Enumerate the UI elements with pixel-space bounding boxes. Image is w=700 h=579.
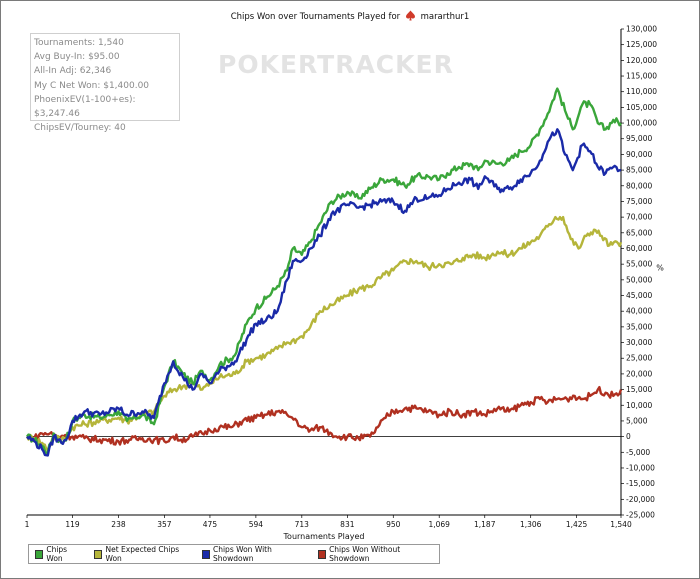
y-tick-label: 60,000	[626, 244, 652, 253]
legend-label-chips-won: Chips Won	[46, 545, 68, 563]
y-tick-label: 50,000	[626, 275, 652, 284]
y-tick-label: 70,000	[626, 213, 652, 222]
axes-layer: -25,000 -20,000 -15,000 -10,000 -5,000 0 5,000…	[25, 25, 665, 542]
x-axis-label: Tournaments Played	[283, 532, 365, 541]
y-tick-label: 130,000	[626, 25, 657, 34]
pokertracker-watermark-logo: POKERTRACKER	[218, 50, 454, 79]
x-tick-label: 594	[249, 520, 264, 529]
y-tick-label: 0	[626, 432, 631, 441]
series-line-chips-won	[26, 87, 622, 455]
y-tick-label: 85,000	[626, 166, 652, 175]
x-tick-label: 1,187	[474, 520, 496, 529]
legend-item-chips-won: Chips Won	[35, 545, 82, 563]
y-tick-label: -25,000	[626, 511, 655, 520]
y-tick-label: 100,000	[626, 119, 657, 128]
legend-swatch-with-showdown	[201, 549, 210, 559]
x-tick-label: 713	[295, 520, 310, 529]
y-tick-label: 65,000	[626, 228, 652, 237]
legend-swatch-net-expected	[94, 549, 103, 559]
y-tick-label: 45,000	[626, 291, 652, 300]
y-tick-label: 25,000	[626, 354, 652, 363]
y-tick-label: 90,000	[626, 150, 652, 159]
y-tick-label: 75,000	[626, 197, 652, 206]
x-tick-label: 357	[157, 520, 172, 529]
y-tick-label: -10,000	[626, 463, 655, 472]
x-tick-label: 238	[111, 520, 126, 529]
spade-icon	[405, 10, 415, 21]
y-tick-label: 105,000	[626, 103, 657, 112]
y-tick-label: 120,000	[626, 56, 657, 65]
legend-item-without-showdown: Chips Won Without Showdown	[317, 545, 433, 563]
legend-label-with-showdown: Chips Won With Showdown	[212, 545, 272, 563]
stat-allin-adj: All-In Adj: 62,346	[34, 66, 112, 77]
y-tick-label: 95,000	[626, 134, 652, 143]
chart-title-text: Chips Won over Tournaments Played for	[230, 12, 401, 22]
chart-title-player: mararthur1	[420, 12, 470, 22]
y-tick-label: 35,000	[626, 322, 652, 331]
x-tick-label: 1,540	[610, 520, 632, 529]
series-line-without-showdown	[26, 385, 623, 446]
y-tick-label: -5,000	[626, 448, 650, 457]
watermark-text: POKERTRACKER	[218, 50, 454, 79]
series-line-with-showdown	[26, 128, 622, 457]
stat-phoenix-ev: PhoenixEV(1-100+es): $3,247.46	[34, 94, 136, 120]
legend-label-without-showdown: Chips Won Without Showdown	[329, 545, 401, 563]
y-axis-label: %	[656, 263, 664, 272]
x-tick-label: 831	[340, 520, 355, 529]
legend-label-net-expected: Net Expected Chips Won	[105, 545, 180, 563]
y-tick-label: 80,000	[626, 181, 652, 190]
stat-net-won: My C Net Won: $1,400.00	[34, 80, 150, 91]
x-tick-label: 1,306	[520, 520, 542, 529]
y-tick-label: 10,000	[626, 401, 652, 410]
y-tick-label: -20,000	[626, 495, 655, 504]
legend-item-with-showdown: Chips Won With Showdown	[201, 545, 306, 563]
stats-box: Tournaments: 1,540 Avg Buy-In: $95.00 Al…	[30, 33, 180, 133]
y-tick-label: 110,000	[626, 87, 657, 96]
y-tick-label: -15,000	[626, 479, 655, 488]
x-tick-label: 1,425	[566, 520, 588, 529]
legend-swatch-without-showdown	[317, 549, 327, 559]
x-tick-label: 950	[386, 520, 401, 529]
y-tick-label: 125,000	[626, 40, 657, 49]
y-tick-label: 115,000	[626, 72, 657, 81]
y-tick-label: 20,000	[626, 369, 652, 378]
stat-chips-ev: ChipsEV/Tourney: 40	[34, 123, 126, 134]
x-tick-label: 475	[203, 520, 218, 529]
y-tick-label: 5,000	[626, 416, 648, 425]
y-tick-label: 15,000	[626, 385, 652, 394]
x-tick-label: 1,069	[428, 520, 450, 529]
stat-tournaments: Tournaments: 1,540	[34, 38, 124, 48]
legend-swatch-chips-won	[35, 549, 44, 559]
stat-avg-buyin: Avg Buy-In: $95.00	[34, 52, 120, 63]
x-tick-label: 1	[25, 520, 30, 529]
y-tick-label: 40,000	[626, 307, 652, 316]
x-tick-label: 119	[65, 520, 80, 529]
legend-item-net-expected: Net Expected Chips Won	[94, 545, 190, 563]
legend: Chips Won Net Expected Chips Won Chips W…	[28, 544, 440, 564]
y-tick-label: 55,000	[626, 260, 652, 269]
series-layer	[25, 87, 623, 457]
chart-title: Chips Won over Tournaments Played for ma…	[0, 10, 700, 22]
y-tick-label: 30,000	[626, 338, 652, 347]
